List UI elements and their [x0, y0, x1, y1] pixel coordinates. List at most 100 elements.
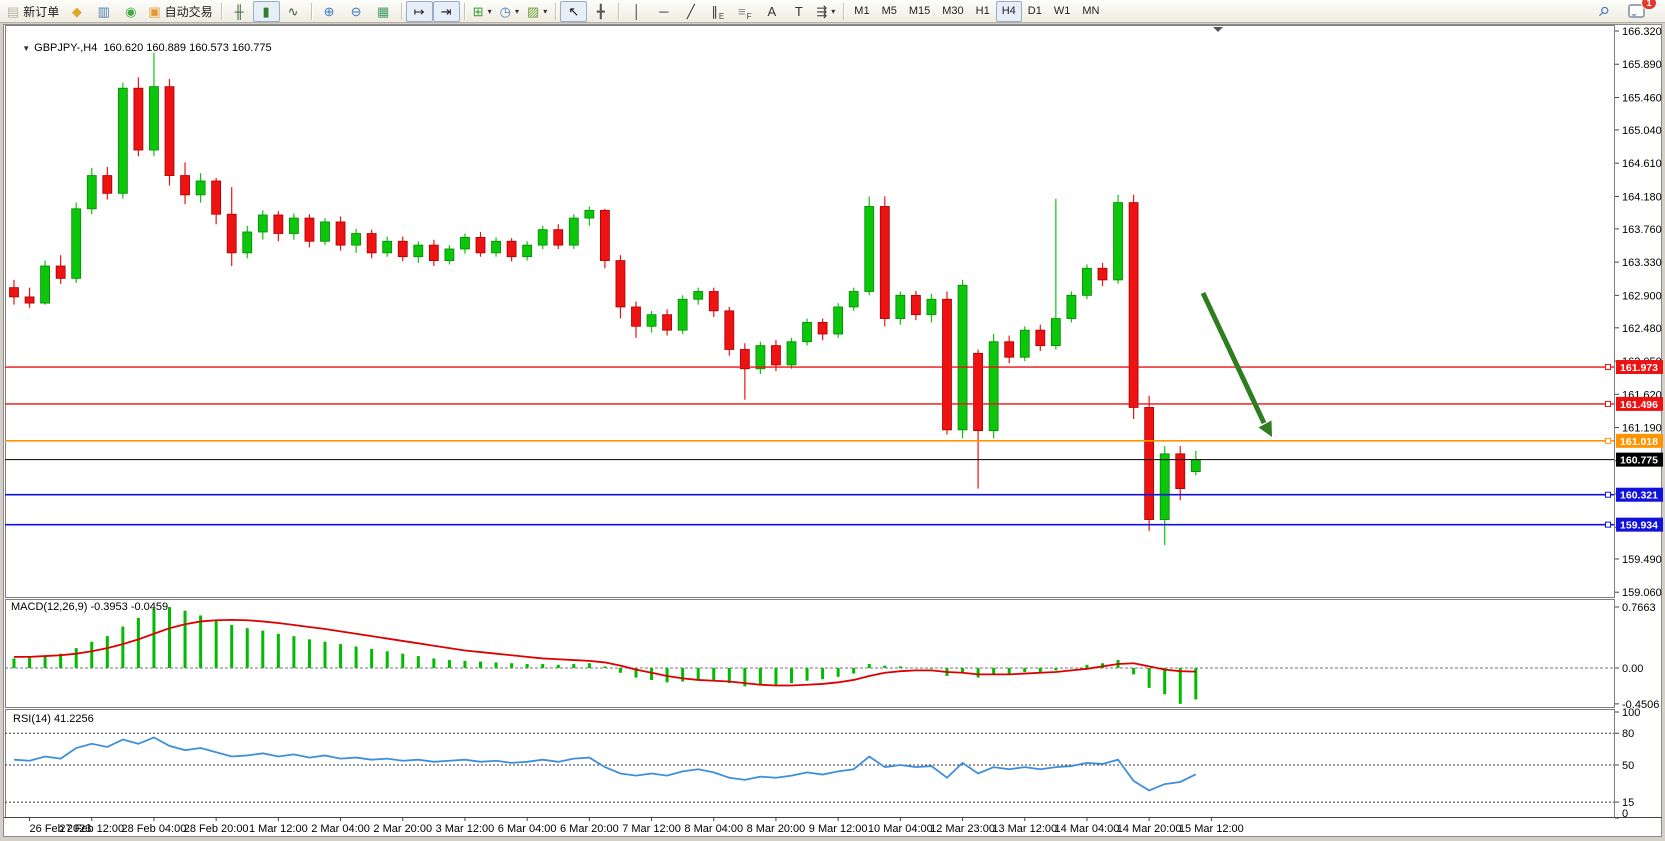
arrows-button[interactable]: ⇶ ▾: [812, 1, 839, 22]
svg-text:6 Mar 20:00: 6 Mar 20:00: [560, 823, 619, 835]
profiles-button[interactable]: ◆: [63, 1, 90, 22]
svg-text:0: 0: [1622, 808, 1628, 820]
dropdown-caret-icon: ▾: [543, 6, 548, 16]
chat-button[interactable]: 1: [1623, 0, 1657, 22]
dropdown-caret-icon: ▾: [487, 6, 492, 16]
svg-text:100: 100: [1622, 707, 1640, 719]
text-label-button[interactable]: T: [785, 1, 812, 22]
tile-windows-icon: ▦: [376, 3, 390, 19]
svg-text:3 Mar 12:00: 3 Mar 12:00: [436, 823, 495, 835]
crosshair-button[interactable]: ╋: [587, 1, 614, 22]
notification-badge: 1: [1641, 0, 1657, 10]
vertical-line-icon: │: [632, 3, 641, 19]
text-button[interactable]: A: [758, 1, 785, 22]
svg-text:161.496: 161.496: [1620, 399, 1658, 411]
vertical-line-button[interactable]: │: [623, 1, 650, 22]
periods-clock-icon: ◷: [499, 3, 511, 19]
cursor-button[interactable]: ↖: [560, 0, 588, 22]
main-price-pane[interactable]: [5, 25, 1615, 598]
svg-text:161.973: 161.973: [1620, 362, 1658, 374]
periods-button[interactable]: ◷ ▾: [496, 1, 523, 22]
profiles-icon: ◆: [71, 3, 82, 19]
navigator-button[interactable]: ◉: [117, 1, 144, 22]
timeframe-m15-button[interactable]: M15: [908, 5, 931, 17]
rsi-pane[interactable]: [5, 709, 1615, 818]
macd-signal-line: [14, 618, 1196, 687]
auto-trading-button[interactable]: ▣ 自动交易: [144, 1, 216, 22]
svg-text:159.934: 159.934: [1620, 520, 1658, 532]
symbol-dropdown-icon[interactable]: ▼: [22, 44, 31, 53]
zoom-out-button[interactable]: ⊖: [343, 1, 370, 22]
svg-text:159.060: 159.060: [1622, 587, 1662, 599]
auto-scroll-button[interactable]: ↦: [405, 0, 433, 22]
svg-text:7 Mar 12:00: 7 Mar 12:00: [622, 823, 681, 835]
zoom-in-icon: ⊕: [323, 3, 335, 19]
svg-text:14 Mar 20:00: 14 Mar 20:00: [1117, 823, 1182, 835]
chart-shift-marker[interactable]: [1213, 27, 1223, 32]
rsi-indicator: 100 80 50 150: [5, 707, 1640, 820]
svg-text:1 Mar 12:00: 1 Mar 12:00: [249, 823, 308, 835]
market-watch-button[interactable]: ▥: [90, 1, 117, 22]
horizontal-line-icon: ─: [659, 3, 669, 19]
horizontal-line-button[interactable]: ─: [650, 1, 677, 22]
trend-arrow-annotation[interactable]: [1200, 291, 1272, 437]
svg-text:27 Feb 12:00: 27 Feb 12:00: [59, 823, 124, 835]
candlestick-chart-type-button[interactable]: ▮: [252, 0, 280, 22]
timeframe-mn-button[interactable]: MN: [1082, 5, 1100, 17]
equidistant-channel-button[interactable]: ∥ E: [704, 1, 731, 22]
channel-icon: ∥: [711, 3, 718, 19]
svg-text:13 Mar 12:00: 13 Mar 12:00: [992, 823, 1057, 835]
chart-svg[interactable]: 166.320 165.890 165.460 165.040 164.610 164.1…: [0, 23, 1665, 841]
svg-text:2 Mar 04:00: 2 Mar 04:00: [311, 823, 370, 835]
timeframe-m5-button[interactable]: M5: [881, 5, 897, 17]
toolbar-separator: [400, 2, 402, 20]
add-indicator-button[interactable]: ⊞ ▾: [469, 1, 496, 22]
timeframe-d1-button[interactable]: D1: [1027, 5, 1042, 17]
svg-text:162.480: 162.480: [1622, 323, 1662, 335]
toolbar-separator: [618, 2, 620, 20]
svg-text:80: 80: [1622, 728, 1634, 740]
cursor-arrow-icon: ↖: [568, 3, 580, 19]
svg-text:0.7663: 0.7663: [1622, 602, 1656, 614]
macd-pane[interactable]: [5, 599, 1615, 708]
timeframe-m1-button[interactable]: M1: [854, 5, 870, 17]
dropdown-caret-icon: ▾: [514, 6, 519, 16]
price-badge-159.934: [1616, 517, 1663, 532]
trendline-icon: ╱: [686, 3, 695, 19]
chart-shift-icon: ⇥: [440, 3, 452, 19]
timeframe-h1-button[interactable]: H1: [975, 5, 990, 17]
new-order-button[interactable]: ▤ 新订单: [3, 1, 63, 22]
svg-text:15: 15: [1622, 797, 1634, 809]
svg-text:8 Mar 20:00: 8 Mar 20:00: [747, 823, 806, 835]
arrows-tool-icon: ⇶: [816, 3, 828, 19]
svg-text:2 Mar 20:00: 2 Mar 20:00: [373, 823, 432, 835]
timeframe-m30-button[interactable]: M30: [942, 5, 964, 17]
chart-shift-button[interactable]: ⇥: [432, 0, 460, 22]
chart-window[interactable]: 166.320 165.890 165.460 165.040 164.610 164.1…: [0, 23, 1665, 841]
timeframe-h4-button[interactable]: H4: [995, 0, 1022, 22]
price-lines[interactable]: 161.973 161.496 161.018 160.775 160.321 159.9…: [5, 360, 1663, 532]
svg-text:50: 50: [1622, 760, 1634, 772]
price-badge-161.018: [1616, 433, 1663, 448]
svg-text:165.460: 165.460: [1622, 92, 1662, 104]
svg-text:28 Feb 04:00: 28 Feb 04:00: [122, 823, 187, 835]
svg-text:164.610: 164.610: [1622, 158, 1662, 170]
bar-chart-type-button[interactable]: ╫: [226, 1, 253, 22]
templates-button[interactable]: ▨ ▾: [523, 1, 551, 22]
timeframe-w1-button[interactable]: W1: [1053, 5, 1071, 17]
zoom-in-button[interactable]: ⊕: [316, 1, 343, 22]
price-badge-160.775: [1616, 452, 1663, 467]
trendline-button[interactable]: ╱: [677, 1, 704, 22]
svg-text:163.760: 163.760: [1622, 224, 1662, 236]
svg-text:162.900: 162.900: [1622, 290, 1662, 302]
new-order-icon: ▤: [7, 3, 20, 19]
svg-text:161.018: 161.018: [1620, 436, 1658, 448]
line-chart-type-button[interactable]: ∿: [280, 1, 307, 22]
navigator-icon: ◉: [125, 3, 137, 19]
channel-icon-sub: E: [718, 11, 725, 21]
svg-text:15 Mar 12:00: 15 Mar 12:00: [1179, 823, 1244, 835]
tile-windows-button[interactable]: ▦: [370, 1, 397, 22]
search-button[interactable]: ⚲: [1590, 1, 1617, 22]
fibonacci-button[interactable]: ≡ F: [731, 1, 758, 22]
